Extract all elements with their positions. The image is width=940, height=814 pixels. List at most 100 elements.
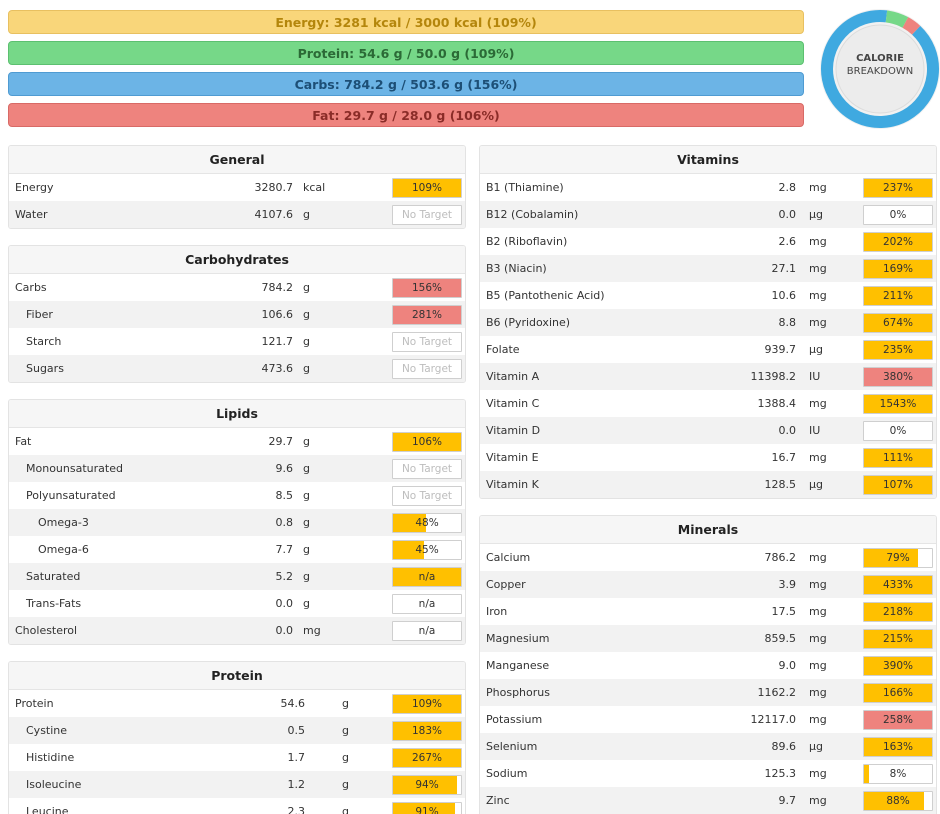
nutrient-row-fiber[interactable]: Fiber 106.6 g 281% [9, 301, 465, 328]
target-progress-bar-potassium[interactable]: 258% [863, 710, 933, 730]
target-progress-bar-b12-cobalamin[interactable]: 0% [863, 205, 933, 225]
nutrient-row-b3-niacin[interactable]: B3 (Niacin) 27.1 mg 169% [480, 255, 936, 282]
nutrient-unit-sodium: mg [809, 767, 827, 780]
nutrient-row-cystine[interactable]: Cystine 0.5 g 183% [9, 717, 465, 744]
target-progress-bar-polyunsaturated[interactable]: No Target [392, 486, 462, 506]
target-progress-bar-saturated[interactable]: n/a [392, 567, 462, 587]
nutrient-row-isoleucine[interactable]: Isoleucine 1.2 g 94% [9, 771, 465, 798]
nutrient-row-omega-6[interactable]: Omega-6 7.7 g 45% [9, 536, 465, 563]
target-progress-bar-folate[interactable]: 235% [863, 340, 933, 360]
target-progress-bar-leucine[interactable]: 91% [392, 802, 462, 814]
target-progress-bar-isoleucine[interactable]: 94% [392, 775, 462, 795]
nutrient-row-cholesterol[interactable]: Cholesterol 0.0 mg n/a [9, 617, 465, 644]
nutrient-row-folate[interactable]: Folate 939.7 µg 235% [480, 336, 936, 363]
nutrient-amount-zinc: 9.7 [778, 794, 797, 807]
nutrient-row-zinc[interactable]: Zinc 9.7 mg 88% [480, 787, 936, 814]
nutrient-row-vitamin-k[interactable]: Vitamin K 128.5 µg 107% [480, 471, 936, 498]
target-progress-bar-vitamin-a[interactable]: 380% [863, 367, 933, 387]
nutrient-row-magnesium[interactable]: Magnesium 859.5 mg 215% [480, 625, 936, 652]
nutrient-amount-b6-pyridoxine: 8.8 [778, 316, 797, 329]
target-progress-bar-vitamin-d[interactable]: 0% [863, 421, 933, 441]
target-progress-bar-b6-pyridoxine[interactable]: 674% [863, 313, 933, 333]
target-percent-zinc: 88% [886, 795, 910, 807]
target-progress-bar-fat[interactable]: 106% [392, 432, 462, 452]
target-progress-bar-omega-3[interactable]: 48% [392, 513, 462, 533]
target-progress-bar-trans-fats[interactable]: n/a [392, 594, 462, 614]
target-progress-bar-omega-6[interactable]: 45% [392, 540, 462, 560]
nutrient-row-water[interactable]: Water 4107.6 g No Target [9, 201, 465, 228]
target-progress-bar-manganese[interactable]: 390% [863, 656, 933, 676]
target-progress-bar-starch[interactable]: No Target [392, 332, 462, 352]
nutrient-row-energy[interactable]: Energy 3280.7 kcal 109% [9, 174, 465, 201]
nutrient-row-omega-3[interactable]: Omega-3 0.8 g 48% [9, 509, 465, 536]
target-progress-bar-b2-riboflavin[interactable]: 202% [863, 232, 933, 252]
nutrient-row-b2-riboflavin[interactable]: B2 (Riboflavin) 2.6 mg 202% [480, 228, 936, 255]
nutrient-row-manganese[interactable]: Manganese 9.0 mg 390% [480, 652, 936, 679]
target-progress-bar-vitamin-e[interactable]: 111% [863, 448, 933, 468]
nutrient-row-b12-cobalamin[interactable]: B12 (Cobalamin) 0.0 µg 0% [480, 201, 936, 228]
nutrient-name-phosphorus: Phosphorus [486, 686, 550, 699]
target-progress-bar-protein[interactable]: 109% [392, 694, 462, 714]
calorie-breakdown-chart[interactable] [818, 7, 940, 131]
target-progress-bar-sodium[interactable]: 8% [863, 764, 933, 784]
target-percent-water: No Target [401, 209, 453, 221]
nutrient-amount-manganese: 9.0 [778, 659, 797, 672]
nutrient-amount-fiber: 106.6 [261, 308, 294, 321]
general-panel-title: General [9, 146, 465, 174]
nutrient-unit-iron: mg [809, 605, 827, 618]
nutrient-row-fat[interactable]: Fat 29.7 g 106% [9, 428, 465, 455]
nutrient-row-histidine[interactable]: Histidine 1.7 g 267% [9, 744, 465, 771]
target-progress-bar-copper[interactable]: 433% [863, 575, 933, 595]
target-progress-bar-vitamin-c[interactable]: 1543% [863, 394, 933, 414]
target-progress-bar-fiber[interactable]: 281% [392, 305, 462, 325]
target-progress-bar-b1-thiamine[interactable]: 237% [863, 178, 933, 198]
nutrient-amount-histidine: 1.7 [287, 751, 306, 764]
nutrient-amount-sugars: 473.6 [261, 362, 294, 375]
target-progress-bar-selenium[interactable]: 163% [863, 737, 933, 757]
target-progress-bar-vitamin-k[interactable]: 107% [863, 475, 933, 495]
nutrient-row-calcium[interactable]: Calcium 786.2 mg 79% [480, 544, 936, 571]
nutrient-row-vitamin-d[interactable]: Vitamin D 0.0 IU 0% [480, 417, 936, 444]
nutrient-row-selenium[interactable]: Selenium 89.6 µg 163% [480, 733, 936, 760]
nutrient-row-polyunsaturated[interactable]: Polyunsaturated 8.5 g No Target [9, 482, 465, 509]
target-progress-bar-monounsaturated[interactable]: No Target [392, 459, 462, 479]
target-progress-bar-cystine[interactable]: 183% [392, 721, 462, 741]
nutrient-row-phosphorus[interactable]: Phosphorus 1162.2 mg 166% [480, 679, 936, 706]
nutrient-row-vitamin-e[interactable]: Vitamin E 16.7 mg 111% [480, 444, 936, 471]
nutrient-row-saturated[interactable]: Saturated 5.2 g n/a [9, 563, 465, 590]
calorie-breakdown-line1: CALORIE [856, 53, 904, 64]
nutrient-row-leucine[interactable]: Leucine 2.3 g 91% [9, 798, 465, 814]
nutrient-row-monounsaturated[interactable]: Monounsaturated 9.6 g No Target [9, 455, 465, 482]
target-progress-bar-iron[interactable]: 218% [863, 602, 933, 622]
nutrient-unit-copper: mg [809, 578, 827, 591]
nutrient-row-vitamin-c[interactable]: Vitamin C 1388.4 mg 1543% [480, 390, 936, 417]
nutrient-row-protein[interactable]: Protein 54.6 g 109% [9, 690, 465, 717]
nutrient-row-trans-fats[interactable]: Trans-Fats 0.0 g n/a [9, 590, 465, 617]
target-progress-bar-histidine[interactable]: 267% [392, 748, 462, 768]
nutrient-row-sugars[interactable]: Sugars 473.6 g No Target [9, 355, 465, 382]
nutrient-row-b6-pyridoxine[interactable]: B6 (Pyridoxine) 8.8 mg 674% [480, 309, 936, 336]
target-progress-bar-magnesium[interactable]: 215% [863, 629, 933, 649]
target-progress-bar-zinc[interactable]: 88% [863, 791, 933, 811]
target-progress-bar-cholesterol[interactable]: n/a [392, 621, 462, 641]
nutrient-row-potassium[interactable]: Potassium 12117.0 mg 258% [480, 706, 936, 733]
nutrient-name-vitamin-d: Vitamin D [486, 424, 541, 437]
nutrient-row-sodium[interactable]: Sodium 125.3 mg 8% [480, 760, 936, 787]
nutrient-row-copper[interactable]: Copper 3.9 mg 433% [480, 571, 936, 598]
target-progress-bar-phosphorus[interactable]: 166% [863, 683, 933, 703]
nutrient-row-carbs[interactable]: Carbs 784.2 g 156% [9, 274, 465, 301]
target-progress-bar-energy[interactable]: 109% [392, 178, 462, 198]
target-progress-bar-water[interactable]: No Target [392, 205, 462, 225]
nutrient-row-b1-thiamine[interactable]: B1 (Thiamine) 2.8 mg 237% [480, 174, 936, 201]
target-progress-bar-sugars[interactable]: No Target [392, 359, 462, 379]
nutrient-row-vitamin-a[interactable]: Vitamin A 11398.2 IU 380% [480, 363, 936, 390]
nutrient-row-iron[interactable]: Iron 17.5 mg 218% [480, 598, 936, 625]
nutrient-row-b5-pantothenic-acid[interactable]: B5 (Pantothenic Acid) 10.6 mg 211% [480, 282, 936, 309]
target-progress-bar-b3-niacin[interactable]: 169% [863, 259, 933, 279]
nutrient-unit-energy: kcal [303, 181, 326, 194]
target-progress-bar-calcium[interactable]: 79% [863, 548, 933, 568]
target-percent-vitamin-e: 111% [882, 452, 914, 464]
nutrient-row-starch[interactable]: Starch 121.7 g No Target [9, 328, 465, 355]
target-progress-bar-b5-pantothenic-acid[interactable]: 211% [863, 286, 933, 306]
target-progress-bar-carbs[interactable]: 156% [392, 278, 462, 298]
